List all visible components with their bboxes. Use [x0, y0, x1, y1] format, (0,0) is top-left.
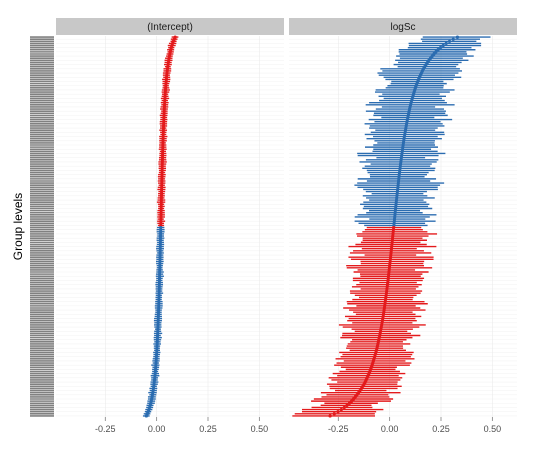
point-estimate	[332, 412, 336, 416]
point-estimate	[441, 43, 445, 48]
panel-strip	[56, 18, 284, 35]
point-estimate	[349, 399, 354, 403]
point-estimate	[447, 39, 452, 43]
point-estimate	[336, 410, 340, 414]
x-tick-label: 0.00	[381, 424, 399, 434]
x-tick-label: 0.25	[432, 424, 450, 434]
x-tick-label: 0.25	[199, 424, 217, 434]
panel-background	[56, 36, 284, 417]
point-estimate	[434, 50, 438, 54]
point-estimate	[339, 407, 343, 412]
x-tick-label: 0.00	[148, 424, 166, 434]
x-tick-label: 0.50	[484, 424, 502, 434]
panel-title: logSc	[390, 22, 415, 33]
x-tick-label: -0.25	[95, 424, 116, 434]
point-estimate	[432, 52, 436, 56]
point-estimate	[353, 395, 357, 399]
panel-strip	[289, 18, 517, 35]
point-estimate	[455, 35, 460, 39]
point-estimate	[444, 41, 448, 46]
x-tick-label: 0.50	[251, 424, 269, 434]
point-estimate	[347, 401, 351, 405]
point-estimate	[345, 403, 349, 407]
point-estimate	[438, 46, 443, 50]
point-estimate	[436, 48, 440, 52]
point-estimate	[144, 414, 148, 418]
point-estimate	[328, 414, 332, 418]
point-estimate	[451, 37, 455, 41]
point-estimate	[342, 405, 346, 410]
point-estimate	[351, 397, 356, 401]
panel-title: (Intercept)	[147, 22, 193, 33]
y-axis-label: Group levels	[11, 193, 25, 260]
x-tick-label: -0.25	[328, 424, 349, 434]
panel-background	[289, 36, 517, 417]
